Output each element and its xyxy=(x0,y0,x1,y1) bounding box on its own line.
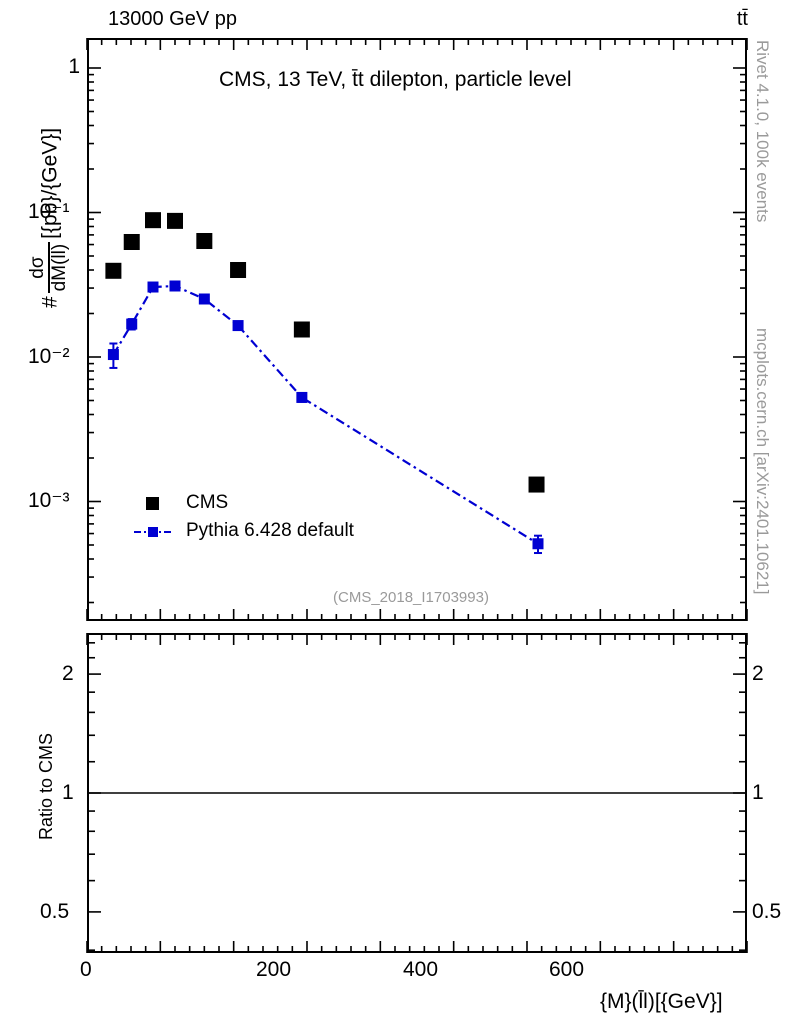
data-points-cms xyxy=(105,212,545,493)
mc-points-pythia xyxy=(107,280,544,550)
mc-curve-pythia xyxy=(112,284,539,545)
legend-marker-cms xyxy=(146,497,159,510)
legend-line-pythia xyxy=(134,527,172,537)
analysis-watermark: (CMS_2018_I1703993) xyxy=(333,589,489,606)
ratio-ytick-label-05: 0.5 xyxy=(40,900,70,923)
ytick-label-1e-1: 10⁻¹ xyxy=(28,200,70,223)
xtick-label-200: 200 xyxy=(256,958,292,981)
ytick-label-1: 1 xyxy=(68,55,80,78)
xtick-label-400: 400 xyxy=(403,958,439,981)
ratio-ytick-label-1-right: 1 xyxy=(752,781,764,804)
xtick-label-0: 0 xyxy=(80,958,92,981)
legend-label-cms: CMS xyxy=(186,492,229,513)
beam-energy-label: 13000 GeV pp xyxy=(108,8,237,30)
ratio-ytick-label-2-right: 2 xyxy=(752,662,764,685)
xaxis-label: {M}(l̄l)[{GeV}] xyxy=(600,990,723,1013)
ytick-label-1e-3: 10⁻³ xyxy=(28,489,70,512)
ratio-ytick-label-2: 2 xyxy=(62,662,74,685)
plot-title: CMS, 13 TeV, t̄t dilepton, particle leve… xyxy=(219,68,572,91)
legend-entry-pythia[interactable]: Pythia 6.428 default xyxy=(134,518,390,544)
legend-entry-cms[interactable]: CMS xyxy=(140,490,390,516)
main-axis-ticks xyxy=(86,38,748,621)
main-plot-frame xyxy=(87,38,747,621)
ratio-axis-ticks xyxy=(86,633,748,953)
process-label: tt̄ xyxy=(736,8,748,30)
legend-label-pythia: Pythia 6.428 default xyxy=(186,520,354,541)
ratio-ytick-label-05-right: 0.5 xyxy=(752,900,782,923)
xtick-label-600: 600 xyxy=(549,958,585,981)
ratio-ytick-label-1: 1 xyxy=(62,781,74,804)
ytick-label-1e-2: 10⁻² xyxy=(28,345,70,368)
